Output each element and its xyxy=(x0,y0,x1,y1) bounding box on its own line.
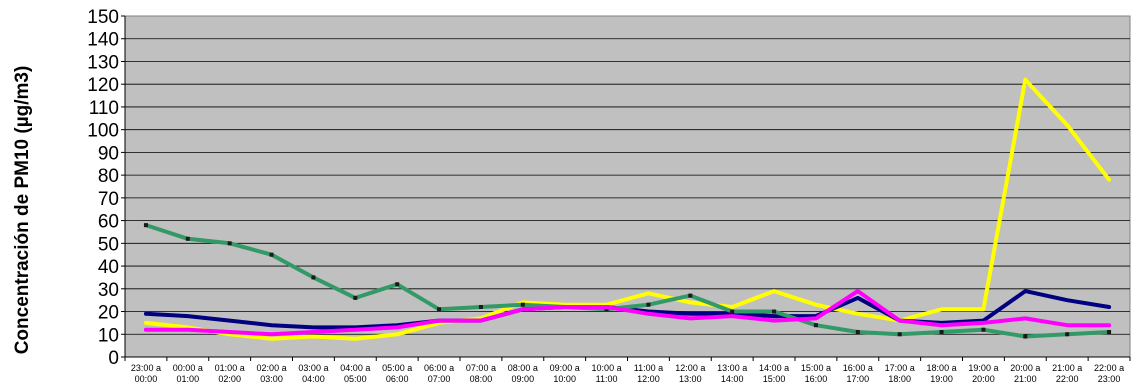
x-tick-label: 19:00 a 20:00 xyxy=(968,363,998,384)
x-tick-label: 09:00 a 10:00 xyxy=(550,363,580,384)
series-line-4 xyxy=(143,289,1112,337)
y-tick-label: 150 xyxy=(87,7,119,28)
data-point xyxy=(520,302,525,307)
y-tick-label: 30 xyxy=(98,280,119,301)
x-tick-label: 11:00 a 12:00 xyxy=(634,363,663,384)
y-tick-label: 120 xyxy=(87,75,119,96)
data-point xyxy=(478,304,483,309)
x-tick-label: 17:00 a 18:00 xyxy=(885,363,915,384)
x-tick-label: 08:00 a 09:00 xyxy=(508,363,538,384)
x-tick-label: 20:00 a 21:00 xyxy=(1010,363,1040,384)
x-tick-label: 04:00 a 05:00 xyxy=(340,363,370,384)
x-tick-label: 03:00 a 04:00 xyxy=(298,363,328,384)
y-tick-label: 130 xyxy=(87,52,119,73)
y-tick-label: 50 xyxy=(98,234,119,255)
x-tick-label: 01:00 a 02:00 xyxy=(215,363,245,384)
y-tick-label: 0 xyxy=(108,348,119,369)
data-point xyxy=(269,252,274,257)
y-axis-label: Concentración de PM10 (µg/m3) xyxy=(12,66,33,355)
y-tick-label: 90 xyxy=(98,143,119,164)
y-tick-label: 80 xyxy=(98,166,119,187)
x-tick-label: 06:00 a 07:00 xyxy=(424,363,454,384)
y-tick-label: 40 xyxy=(98,257,119,278)
x-axis-ticks: 23:00 a 00:00 00:00 a 01:00 01:00 a 02:00 02:0… xyxy=(124,357,1131,384)
data-point xyxy=(437,307,442,312)
y-tick-label: 70 xyxy=(98,189,119,210)
data-point xyxy=(897,332,902,337)
y-tick-label: 10 xyxy=(98,325,119,346)
data-point xyxy=(855,329,860,334)
data-point xyxy=(981,327,986,332)
data-point xyxy=(604,307,609,312)
data-point xyxy=(813,323,818,328)
series-lines xyxy=(143,77,1112,341)
data-point xyxy=(1065,332,1070,337)
data-point xyxy=(772,309,777,314)
data-point xyxy=(227,241,232,246)
x-tick-label: 07:00 a 08:00 xyxy=(466,363,496,384)
data-point xyxy=(646,302,651,307)
y-tick-label: 110 xyxy=(89,98,119,119)
x-tick-label: 13:00 a 14:00 xyxy=(717,363,747,384)
x-tick-label: 14:00 a 15:00 xyxy=(759,363,789,384)
data-point xyxy=(143,223,148,228)
x-tick-label: 15:00 a 16:00 xyxy=(801,363,831,384)
data-point xyxy=(185,236,190,241)
x-tick-label: 02:00 a 03:00 xyxy=(257,363,287,384)
x-tick-label: 12:00 a 13:00 xyxy=(675,363,705,384)
data-point xyxy=(311,275,316,280)
data-point xyxy=(730,309,735,314)
x-tick-label: 21:00 a 22:00 xyxy=(1052,363,1082,384)
gridlines xyxy=(125,38,1130,335)
x-tick-label: 16:00 a 17:00 xyxy=(843,363,873,384)
data-point xyxy=(1107,329,1112,334)
data-point xyxy=(353,295,358,300)
y-tick-label: 100 xyxy=(87,121,119,142)
y-tick-label: 20 xyxy=(98,303,119,324)
y-tick-label: 60 xyxy=(98,212,119,233)
x-tick-label: 05:00 a 06:00 xyxy=(382,363,412,384)
x-tick-label: 00:00 a 01:00 xyxy=(173,363,203,384)
x-tick-label: 10:00 a 11:00 xyxy=(592,363,622,384)
series-line-1 xyxy=(143,77,1112,341)
x-tick-label: 22:00 a 23:00 xyxy=(1094,363,1124,384)
x-tick-label: 18:00 a 19:00 xyxy=(927,363,957,384)
data-point xyxy=(688,293,693,298)
data-point xyxy=(395,282,400,287)
y-tick-label: 140 xyxy=(87,30,119,51)
data-point xyxy=(1023,334,1028,339)
x-tick-label: 23:00 a 00:00 xyxy=(131,363,161,384)
series-line-3 xyxy=(143,223,1112,339)
data-point xyxy=(939,329,944,334)
